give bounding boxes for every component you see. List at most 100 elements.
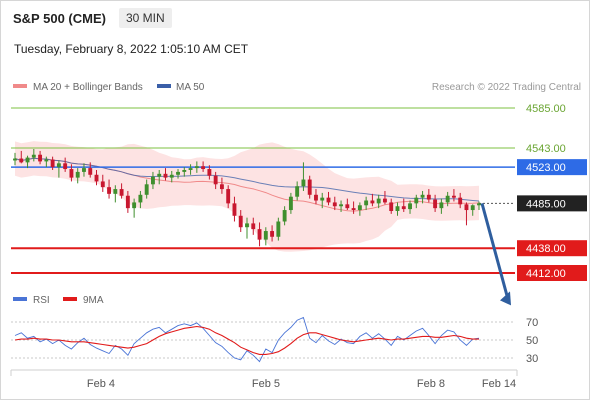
price-plot: 4585.00 4543.00 4523.00 4485.00 4438.00 4412.… — [11, 103, 587, 306]
candle — [100, 174, 105, 192]
resistance-level-label: 4543.00 — [526, 143, 566, 155]
candle — [307, 175, 312, 199]
legend-label-rsi: RSI — [33, 295, 50, 306]
x-tick-label: Feb 8 — [417, 378, 445, 390]
candle — [433, 194, 438, 212]
candle — [357, 202, 362, 216]
candle — [75, 168, 80, 184]
candle — [157, 169, 162, 185]
candle — [314, 189, 318, 205]
candle — [470, 204, 475, 216]
candle — [420, 190, 425, 204]
legend-swatch-ma50 — [157, 84, 171, 88]
candle — [169, 170, 174, 183]
candle — [383, 190, 387, 205]
candle — [69, 164, 74, 182]
candle — [201, 161, 206, 172]
candle — [426, 189, 431, 203]
candle — [219, 177, 224, 194]
candle — [245, 217, 249, 239]
candle — [445, 191, 450, 207]
candle — [144, 179, 149, 199]
candle — [408, 200, 412, 214]
legend-label-ma50: MA 50 — [176, 82, 205, 93]
legend-swatch-rsi — [13, 297, 27, 301]
legend-swatch-9ma — [63, 297, 77, 301]
candle — [226, 185, 231, 209]
candle — [119, 183, 124, 199]
forecast-arrowhead — [500, 291, 511, 306]
candle — [176, 169, 180, 179]
candle — [464, 202, 469, 226]
candle — [113, 185, 118, 203]
candle — [25, 155, 30, 169]
candle — [345, 198, 350, 211]
candle — [132, 198, 137, 218]
candle — [82, 163, 86, 177]
resistance-level-label: 4585.00 — [526, 103, 566, 115]
candle — [238, 210, 243, 232]
candle — [257, 222, 262, 247]
rsi-plot: 70 50 30 — [11, 316, 538, 365]
candle — [188, 164, 193, 175]
candle — [295, 181, 300, 201]
x-tick-label: Feb 14 — [482, 378, 516, 390]
candle — [63, 157, 68, 172]
support-level-badge — [517, 240, 587, 257]
instrument-title: S&P 500 (CME) — [13, 11, 106, 26]
last-level-badge — [517, 195, 587, 212]
price-legend: MA 20 + Bollinger Bands MA 50 Research ©… — [13, 82, 581, 93]
candle — [251, 217, 256, 235]
pivot-level-label: 4523.00 — [526, 162, 566, 174]
candle — [364, 196, 369, 211]
last-level-label: 4485.00 — [526, 198, 566, 210]
candle — [301, 162, 306, 191]
candle — [44, 156, 49, 168]
candle — [88, 162, 93, 178]
candle — [56, 160, 61, 178]
rsi-tick-label: 30 — [526, 353, 538, 365]
candle — [320, 192, 325, 209]
candle — [207, 165, 212, 180]
candle — [276, 217, 281, 241]
candle — [477, 201, 481, 211]
candle — [414, 194, 419, 209]
candle — [458, 192, 463, 209]
support-level-label: 4412.00 — [526, 268, 566, 280]
timeframe-badge[interactable]: 30 MIN — [119, 8, 172, 28]
ma50-line — [14, 157, 480, 202]
candle — [270, 225, 275, 242]
candle — [370, 193, 375, 207]
candle — [163, 168, 168, 181]
candle — [439, 198, 444, 214]
candle — [213, 171, 218, 190]
candle — [389, 198, 394, 214]
rsi-tick-label: 50 — [526, 335, 538, 347]
candle — [332, 196, 337, 211]
candle — [138, 190, 143, 209]
support-level-label: 4438.00 — [526, 243, 566, 255]
bollinger-band — [15, 141, 479, 252]
rsi-tick-label: 70 — [526, 317, 538, 329]
candle — [263, 227, 268, 246]
candle — [282, 206, 287, 226]
candle — [182, 167, 187, 177]
candle — [451, 189, 456, 202]
candle — [38, 150, 43, 165]
candle — [50, 156, 55, 170]
support-level-badge — [517, 265, 587, 281]
candle — [19, 150, 24, 164]
candle — [194, 161, 199, 173]
legend-label-ma20: MA 20 + Bollinger Bands — [33, 82, 143, 93]
x-tick-label: Feb 4 — [87, 378, 115, 390]
candle — [326, 191, 331, 206]
legend-label-9ma: 9MA — [83, 295, 104, 306]
candle — [376, 194, 381, 209]
candle — [13, 152, 17, 166]
rsi-9ma-line — [14, 325, 479, 355]
x-tick-label: Feb 5 — [252, 378, 280, 390]
candle — [107, 179, 111, 199]
candle — [351, 201, 356, 214]
timestamp: Tuesday, February 8, 2022 1:05:10 AM CET — [14, 42, 249, 56]
